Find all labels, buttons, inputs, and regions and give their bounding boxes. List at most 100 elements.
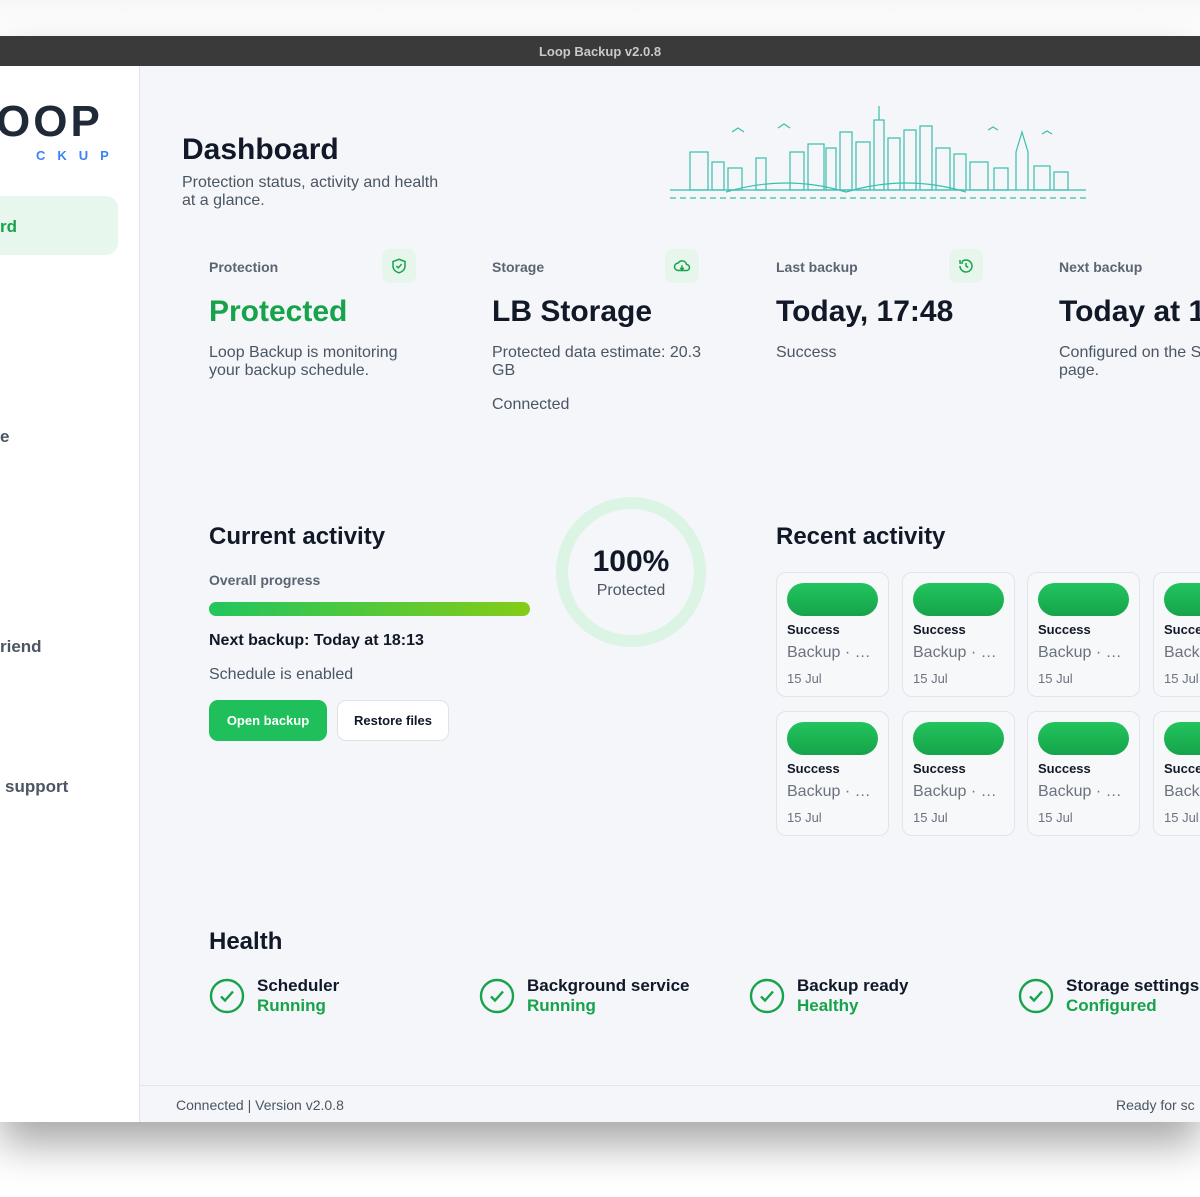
tile-status: Success xyxy=(1038,761,1091,776)
health-status: Running xyxy=(527,996,596,1015)
activity-tile[interactable]: Success Backup · … 15 Jul xyxy=(902,711,1015,836)
health-check-glyph xyxy=(209,978,245,1014)
card-text: Configured on the Schedule page. xyxy=(1059,344,1200,396)
tile-status: Success xyxy=(1164,761,1200,776)
activity-tile[interactable]: Success Backup · … 15 Jul xyxy=(776,711,889,836)
schedule-status: Schedule is enabled xyxy=(209,666,354,683)
status-right: Ready for sc xyxy=(1116,1097,1195,1113)
card-paragraph: Protected data estimate: 20.3 GB xyxy=(492,344,702,379)
status-pill xyxy=(1164,583,1200,616)
health-check-glyph xyxy=(1018,978,1054,1014)
stat-card: Storage LB Storage Protected data estimate… xyxy=(466,223,726,458)
tile-status: Success xyxy=(787,761,840,776)
stat-card: Next backup Today at 18:13 Configured on t… xyxy=(1033,223,1200,458)
card-paragraph: Loop Backup is monitoring your backup sc… xyxy=(209,344,398,379)
nav-item[interactable]: rd xyxy=(0,217,17,236)
card-icon-glyph xyxy=(959,259,973,273)
section-title: Recent activity xyxy=(776,523,946,550)
card-value: Today at 18:13 xyxy=(1059,295,1200,328)
status-pill xyxy=(1038,722,1129,755)
activity-tile[interactable]: Success Backup · … 15 Jul xyxy=(1027,711,1140,836)
next-backup: Next backup: Today at 18:13 xyxy=(209,632,424,649)
card-label: Next backup xyxy=(1059,259,1143,275)
tile-status: Success xyxy=(787,622,840,637)
ring-label: Protected xyxy=(596,582,666,599)
tile-date: 15 Jul xyxy=(1038,671,1073,686)
skyline-illustration xyxy=(670,106,1086,199)
activity-tile[interactable]: Success Backup · … 15 Jul xyxy=(1027,572,1140,697)
health-status: Healthy xyxy=(797,996,859,1015)
app-window: Loop Backup v2.0.8 OOP CKUP rd e riend suppor… xyxy=(0,36,1200,1122)
logo-primary: OOP xyxy=(0,97,103,146)
current-activity-card: Current activity Overall progress Next bac… xyxy=(183,477,727,863)
health-check xyxy=(749,978,785,1014)
title-bar: Loop Backup v2.0.8 xyxy=(0,36,1200,66)
secondary-button[interactable]: Restore files xyxy=(337,700,449,741)
tile-label: Backup · … xyxy=(787,644,871,661)
tile-label: Backup · … xyxy=(787,783,871,800)
health-check xyxy=(209,978,245,1014)
tile-date: 15 Jul xyxy=(787,810,822,825)
card-paragraph: Success xyxy=(776,344,837,361)
tile-label: Backup · … xyxy=(1164,783,1200,800)
card-label: Last backup xyxy=(776,259,858,275)
card-paragraph: Connected xyxy=(492,396,570,413)
nav-item[interactable]: support xyxy=(5,777,69,796)
tile-label: Backup · … xyxy=(913,644,997,661)
nav-active-bg xyxy=(0,196,118,255)
nav-item[interactable]: riend xyxy=(0,637,42,656)
card-icon-glyph xyxy=(673,260,691,272)
activity-tile[interactable]: Success Backup · … 15 Jul xyxy=(1153,711,1200,836)
tile-label: Backup · … xyxy=(1038,644,1122,661)
card-label: Storage xyxy=(492,259,545,275)
card-paragraph: Configured on the Schedule page. xyxy=(1059,344,1200,379)
stat-card: Last backup Today, 17:48 Success xyxy=(750,223,1010,458)
health-status: Running xyxy=(257,996,326,1015)
health-check-glyph xyxy=(479,978,515,1014)
health-card: Health Scheduler Running Background service… xyxy=(183,882,1200,1043)
health-check xyxy=(1018,978,1054,1014)
card-label: Protection xyxy=(209,259,279,275)
tile-date: 15 Jul xyxy=(1164,810,1199,825)
tile-status: Success xyxy=(913,761,966,776)
section-title: Health xyxy=(209,928,283,955)
card-icon xyxy=(665,249,699,283)
progress-label: Overall progress xyxy=(209,572,321,588)
tile-date: 15 Jul xyxy=(913,810,948,825)
health-status: Configured xyxy=(1066,996,1157,1015)
status-bar xyxy=(140,1085,1200,1122)
tile-date: 15 Jul xyxy=(1038,810,1073,825)
tile-label: Backup · … xyxy=(913,783,997,800)
primary-button[interactable]: Open backup xyxy=(209,700,327,741)
tile-date: 15 Jul xyxy=(913,671,948,686)
nav-item[interactable]: e xyxy=(0,427,10,446)
health-name: Scheduler xyxy=(257,976,340,995)
card-text: Success xyxy=(776,344,991,378)
progress-bar xyxy=(209,602,530,616)
tile-status: Success xyxy=(913,622,966,637)
status-left: Connected | Version v2.0.8 xyxy=(176,1097,344,1113)
card-text: Protected data estimate: 20.3 GB Connecte… xyxy=(492,344,707,430)
status-pill xyxy=(1164,722,1200,755)
page-title: Dashboard xyxy=(182,133,339,166)
status-pill xyxy=(1038,583,1129,616)
status-pill xyxy=(787,583,878,616)
activity-tile[interactable]: Success Backup · … 15 Jul xyxy=(776,572,889,697)
card-icon xyxy=(949,249,983,283)
health-check xyxy=(479,978,515,1014)
status-pill xyxy=(913,583,1004,616)
logo-secondary: CKUP xyxy=(36,148,121,163)
activity-tile[interactable]: Success Backup · … 15 Jul xyxy=(902,572,1015,697)
health-name: Storage settings xyxy=(1066,976,1200,995)
recent-activity-card: Recent activity Success Backup · … 15 Jul Su… xyxy=(750,477,1200,863)
page-subtitle: Protection status, activity and health a… xyxy=(182,174,439,209)
card-icon xyxy=(382,249,416,283)
card-value: LB Storage xyxy=(492,295,653,328)
activity-tile[interactable]: Success Backup · … 15 Jul xyxy=(1153,572,1200,697)
card-value: Today, 17:48 xyxy=(776,295,954,328)
ring-value: 100% xyxy=(592,545,670,578)
tile-label: Backup · … xyxy=(1038,783,1122,800)
health-name: Background service xyxy=(527,976,690,995)
health-name: Backup ready xyxy=(797,976,909,995)
